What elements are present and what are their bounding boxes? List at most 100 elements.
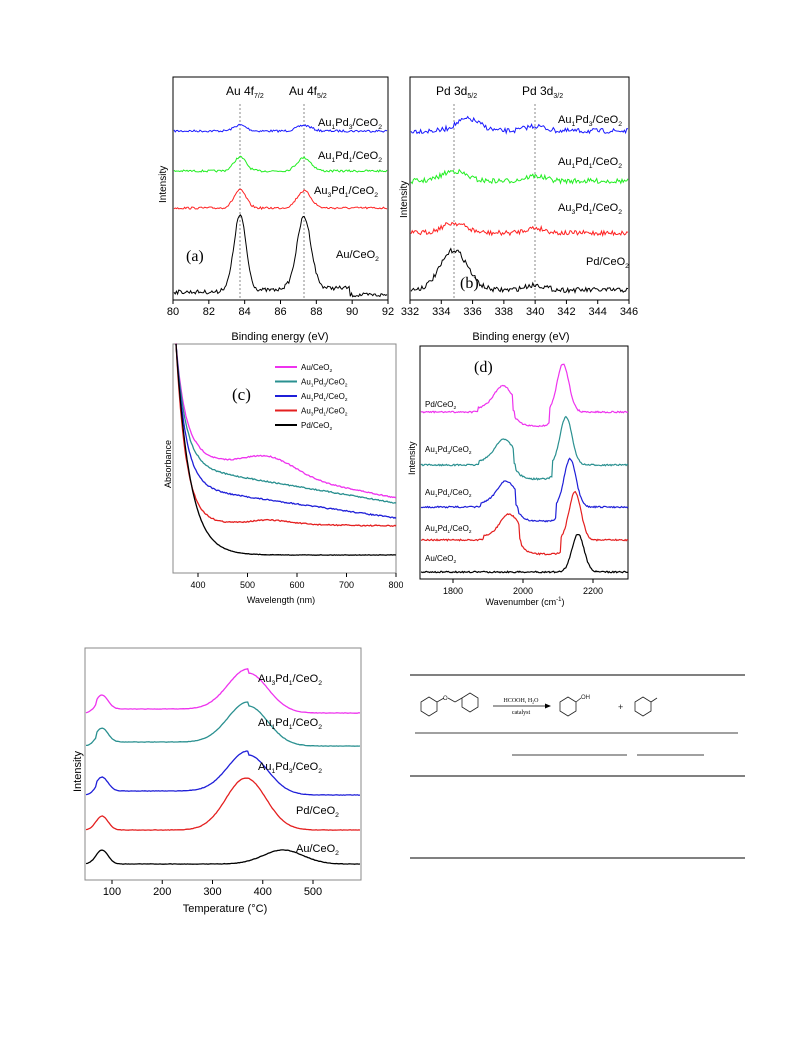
legend-entry-label: Au3Pd1/CeO2	[301, 407, 348, 418]
series-line	[175, 343, 397, 528]
series-line	[410, 221, 629, 238]
series-line	[173, 155, 388, 173]
series-line	[175, 344, 397, 504]
series-name-label: Au1Pd3/CeO2	[258, 761, 322, 775]
series-line	[175, 343, 397, 499]
x-axis-tick-label: 200	[153, 886, 171, 898]
series-line	[410, 168, 629, 185]
panel-label: (b)	[460, 275, 479, 292]
series-line	[86, 701, 361, 747]
phenol-oh-label: OH	[581, 695, 590, 701]
series-line	[420, 363, 629, 428]
x-axis-tick-label: 100	[103, 886, 121, 898]
series-name-label: Au/CeO2	[336, 249, 379, 263]
x-axis-tick-label: 334	[432, 306, 450, 318]
x-axis-label: Binding energy (eV)	[231, 331, 328, 343]
x-axis-tick-label: 700	[339, 580, 354, 590]
x-axis-tick-label: 346	[620, 306, 638, 318]
x-axis-tick-label: 80	[167, 306, 179, 318]
ether-oxygen-label: O	[443, 696, 448, 702]
series-name-label: Au1Pd1/CeO2	[425, 488, 472, 499]
legend-entry-label: Au1Pd1/CeO2	[301, 392, 348, 403]
series-line	[173, 188, 388, 211]
series-name-label: Au1Pd3/CeO2	[558, 114, 622, 128]
series-name-label: Au3Pd1/CeO2	[258, 673, 322, 687]
y-axis-label: Intensity	[399, 181, 410, 218]
reagent-label: HCOOH, H2O	[503, 698, 539, 705]
series-name-label: Au/CeO2	[296, 843, 339, 857]
xps-pd3d-chart: Pd 3d5/2 Pd 3d3/2 Au1Pd3/CeO2 Au1Pd1/CeO2…	[399, 76, 638, 343]
reaction-scheme-table: O HCOOH, H2O catalyst OH +	[410, 674, 745, 859]
plus-sign: +	[618, 702, 623, 712]
x-axis-label: Binding energy (eV)	[472, 331, 569, 343]
peak-label-1: Au 4f7/2	[226, 84, 264, 100]
y-axis-label: Intensity	[72, 751, 84, 792]
x-axis-tick-label: 86	[274, 306, 286, 318]
series-line	[85, 849, 361, 865]
series-name-label: Pd/CeO2	[296, 805, 339, 819]
series-name-label: Au3Pd1/CeO2	[558, 202, 622, 216]
x-axis-tick-label: 332	[401, 306, 419, 318]
x-axis-tick-label: 344	[589, 306, 607, 318]
x-axis-tick-label: 82	[203, 306, 215, 318]
x-axis-tick-label: 340	[526, 306, 544, 318]
arrow-head	[545, 703, 551, 709]
series-name-label: Au1Pd3/CeO2	[318, 117, 382, 131]
series-line	[85, 777, 361, 831]
series-line	[420, 490, 629, 556]
series-line	[85, 668, 361, 714]
x-axis-tick-label: 400	[254, 886, 272, 898]
legend-entry-label: Pd/CeO2	[301, 421, 332, 432]
series-name-label: Au1Pd1/CeO2	[258, 717, 322, 731]
series-name-label: Au1Pd1/CeO2	[318, 150, 382, 164]
series-line	[85, 750, 361, 796]
series-name-label: Pd/CeO2	[586, 256, 629, 270]
x-axis-tick-label: 84	[239, 306, 251, 318]
series-line	[410, 115, 629, 135]
series-name-label: Pd/CeO2	[425, 400, 456, 411]
series-line	[410, 247, 629, 295]
series-line	[175, 343, 397, 519]
x-axis-tick-label: 600	[289, 580, 304, 590]
plot-frame	[419, 345, 629, 580]
series-line	[173, 213, 388, 298]
series-name-label: Au1Pd3/CeO2	[425, 445, 472, 456]
x-axis-tick-label: 2000	[513, 586, 533, 596]
benzyl-phenyl-ether-structure	[420, 692, 479, 717]
catalyst-label: catalyst	[512, 710, 531, 716]
h2-tpr-chart: Au3Pd1/CeO2 Au1Pd1/CeO2 Au1Pd3/CeO2 Pd/CeO2…	[72, 647, 362, 915]
x-axis-tick-label: 342	[557, 306, 575, 318]
x-axis-tick-label: 300	[203, 886, 221, 898]
series-name-label: Au/CeO2	[425, 554, 456, 565]
drifts-co-chart: Pd/CeO2 Au1Pd3/CeO2 Au1Pd1/CeO2 Au3Pd1/CeO2…	[407, 345, 629, 607]
series-line	[420, 457, 629, 523]
series-line	[420, 415, 629, 481]
xps-au4f-chart: Au 4f7/2 Au 4f5/2 Au1Pd3/CeO2 Au1Pd1/CeO2…	[158, 76, 394, 343]
uvvis-absorbance-chart: Au/CeO2 Au1Pd3/CeO2 Au1Pd1/CeO2 Au3Pd1/CeO2…	[163, 343, 403, 605]
peak-label-1: Pd 3d5/2	[436, 84, 477, 100]
series-name-label: Au3Pd1/CeO2	[314, 185, 378, 199]
series-name-label: Au1Pd1/CeO2	[558, 156, 622, 170]
series-name-label: Au3Pd1/CeO2	[425, 524, 472, 535]
x-axis-tick-label: 92	[382, 306, 394, 318]
plot-frame	[172, 343, 397, 574]
x-axis-tick-label: 338	[495, 306, 513, 318]
x-axis-tick-label: 336	[463, 306, 481, 318]
x-axis-label: Wavelength (nm)	[247, 595, 315, 605]
plot-frame	[84, 647, 362, 881]
x-axis-tick-label: 400	[190, 580, 205, 590]
x-axis-tick-label: 500	[304, 886, 322, 898]
panel-label: (a)	[186, 248, 204, 265]
panel-label: (c)	[232, 385, 251, 404]
x-axis-label: Temperature (°C)	[183, 903, 267, 915]
phenol-structure	[559, 696, 582, 717]
legend-entry-label: Au1Pd3/CeO2	[301, 378, 348, 389]
y-axis-label: Intensity	[158, 166, 169, 203]
series-line	[421, 534, 629, 574]
panel-label: (d)	[474, 359, 493, 376]
x-axis-tick-label: 88	[310, 306, 322, 318]
peak-label-2: Pd 3d3/2	[522, 84, 563, 100]
x-axis-tick-label: 500	[240, 580, 255, 590]
peak-label-2: Au 4f5/2	[289, 84, 327, 100]
x-axis-tick-label: 1800	[443, 586, 463, 596]
